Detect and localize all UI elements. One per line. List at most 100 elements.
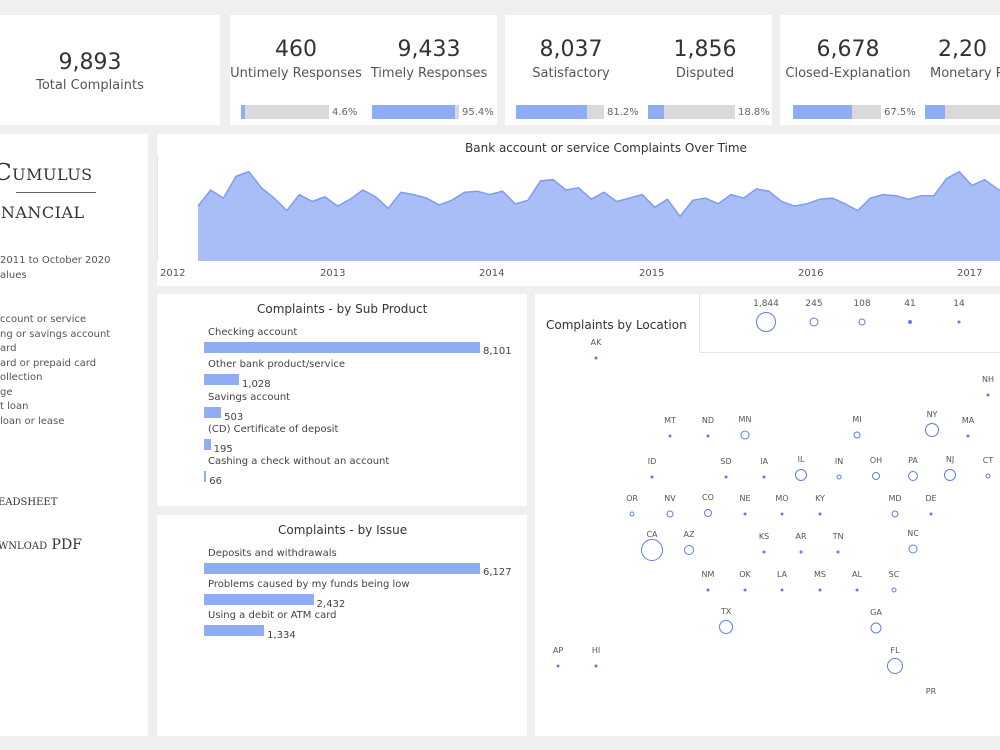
state-marker[interactable] xyxy=(795,469,807,481)
state-marker[interactable] xyxy=(818,588,822,592)
bar-value: 1,334 xyxy=(267,629,296,641)
legend-label: 1,844 xyxy=(753,299,779,309)
state-label: MD xyxy=(888,494,902,503)
state-label: NC xyxy=(907,529,919,538)
state-marker[interactable] xyxy=(594,356,598,360)
state-marker[interactable] xyxy=(818,512,822,516)
timely-pct: 95.4% xyxy=(462,107,494,118)
untimely-value: 460 xyxy=(275,37,317,62)
state-marker[interactable] xyxy=(740,430,750,440)
state-marker[interactable] xyxy=(724,475,728,479)
state-marker[interactable] xyxy=(762,550,766,554)
bar-value: 2,432 xyxy=(316,598,346,610)
state-marker[interactable] xyxy=(855,588,859,592)
bar[interactable] xyxy=(204,438,211,450)
state-marker[interactable] xyxy=(872,472,880,480)
logo-top: Cumulus xyxy=(0,160,93,186)
state-marker[interactable] xyxy=(706,588,710,592)
state-marker[interactable] xyxy=(925,423,939,437)
bar-fill xyxy=(372,105,455,119)
timeline-area-chart xyxy=(157,154,1000,261)
untimely-bar xyxy=(241,105,329,119)
state-marker[interactable] xyxy=(780,512,784,516)
state-marker[interactable] xyxy=(908,471,918,481)
product-filter-item[interactable]: ard xyxy=(0,343,17,354)
timely-bar xyxy=(372,105,459,119)
state-label: NM xyxy=(701,570,715,579)
bar[interactable] xyxy=(204,406,222,418)
state-label: MN xyxy=(738,415,752,424)
year-tick-label: 2015 xyxy=(639,268,665,279)
state-label: HI xyxy=(591,646,601,655)
state-marker[interactable] xyxy=(706,434,710,438)
state-marker[interactable] xyxy=(853,431,861,439)
state-marker[interactable] xyxy=(594,664,598,668)
bar[interactable] xyxy=(204,471,207,483)
legend-label: 245 xyxy=(805,299,823,309)
state-marker[interactable] xyxy=(641,539,663,561)
year-tick-label: 2017 xyxy=(957,268,983,279)
state-label: AK xyxy=(590,338,602,347)
state-marker[interactable] xyxy=(666,510,674,518)
bar-fill xyxy=(648,105,665,119)
state-label: OR xyxy=(626,494,638,503)
state-marker[interactable] xyxy=(719,620,733,634)
product-filter-item[interactable]: loan or lease xyxy=(0,415,65,427)
state-marker[interactable] xyxy=(836,550,840,554)
state-marker[interactable] xyxy=(986,393,990,397)
closed-explanation-value: 6,678 xyxy=(816,37,880,62)
product-filter-item[interactable]: ollection xyxy=(0,372,43,383)
download-pdf-link[interactable]: wnload PDF xyxy=(0,537,82,553)
state-label: CO xyxy=(702,493,714,502)
bar-fill xyxy=(925,105,945,119)
state-marker[interactable] xyxy=(684,545,694,555)
bar[interactable] xyxy=(204,624,265,636)
bar-value: 195 xyxy=(213,443,233,455)
total-complaints-card: 9,893 Total Complaints xyxy=(0,15,220,125)
legend-label: 14 xyxy=(953,299,965,309)
state-marker[interactable] xyxy=(556,664,560,668)
product-filter-item[interactable]: ng or savings account xyxy=(0,328,111,340)
state-marker[interactable] xyxy=(870,622,882,634)
state-label: AL xyxy=(852,570,862,579)
bar-label: Using a debit or ATM card xyxy=(208,609,337,621)
state-marker[interactable] xyxy=(891,510,899,518)
state-marker[interactable] xyxy=(743,512,747,516)
state-marker[interactable] xyxy=(743,588,747,592)
state-marker[interactable] xyxy=(929,512,933,516)
state-label: NY xyxy=(926,410,938,419)
product-filter-item[interactable]: ccount or service xyxy=(0,314,87,325)
product-filter-item[interactable]: ge xyxy=(0,386,13,398)
state-marker[interactable] xyxy=(704,509,712,517)
state-marker[interactable] xyxy=(944,469,956,481)
bar[interactable] xyxy=(204,563,480,574)
product-filter-item[interactable]: t loan xyxy=(0,401,29,412)
state-label: AZ xyxy=(683,530,695,539)
location-card: Complaints by Location 1,844 245 108 41 14 A… xyxy=(535,294,1000,736)
state-marker[interactable] xyxy=(836,474,842,480)
state-marker[interactable] xyxy=(985,473,991,479)
state-label: TN xyxy=(832,532,844,541)
values-label: alues xyxy=(0,270,27,281)
satisfactory-bar xyxy=(516,105,604,119)
bar-fill xyxy=(241,105,246,119)
issue-card: Complaints - by Issue Deposits and withd… xyxy=(157,515,527,736)
bar[interactable] xyxy=(204,593,314,605)
state-label: NV xyxy=(664,494,676,503)
state-marker[interactable] xyxy=(966,434,970,438)
state-marker[interactable] xyxy=(762,475,766,479)
state-marker[interactable] xyxy=(799,550,803,554)
state-marker[interactable] xyxy=(668,434,672,438)
state-marker[interactable] xyxy=(908,544,918,554)
bar[interactable] xyxy=(204,374,240,386)
state-marker[interactable] xyxy=(891,587,897,593)
state-marker[interactable] xyxy=(650,475,654,479)
state-marker[interactable] xyxy=(887,658,903,674)
state-marker[interactable] xyxy=(780,588,784,592)
state-marker[interactable] xyxy=(629,511,635,517)
bar[interactable] xyxy=(204,342,480,353)
product-filter-item[interactable]: ard or prepaid card xyxy=(0,357,97,369)
state-label: SD xyxy=(720,457,732,466)
spreadsheet-link[interactable]: eadsheet xyxy=(0,493,58,509)
state-label: KS xyxy=(758,532,770,541)
